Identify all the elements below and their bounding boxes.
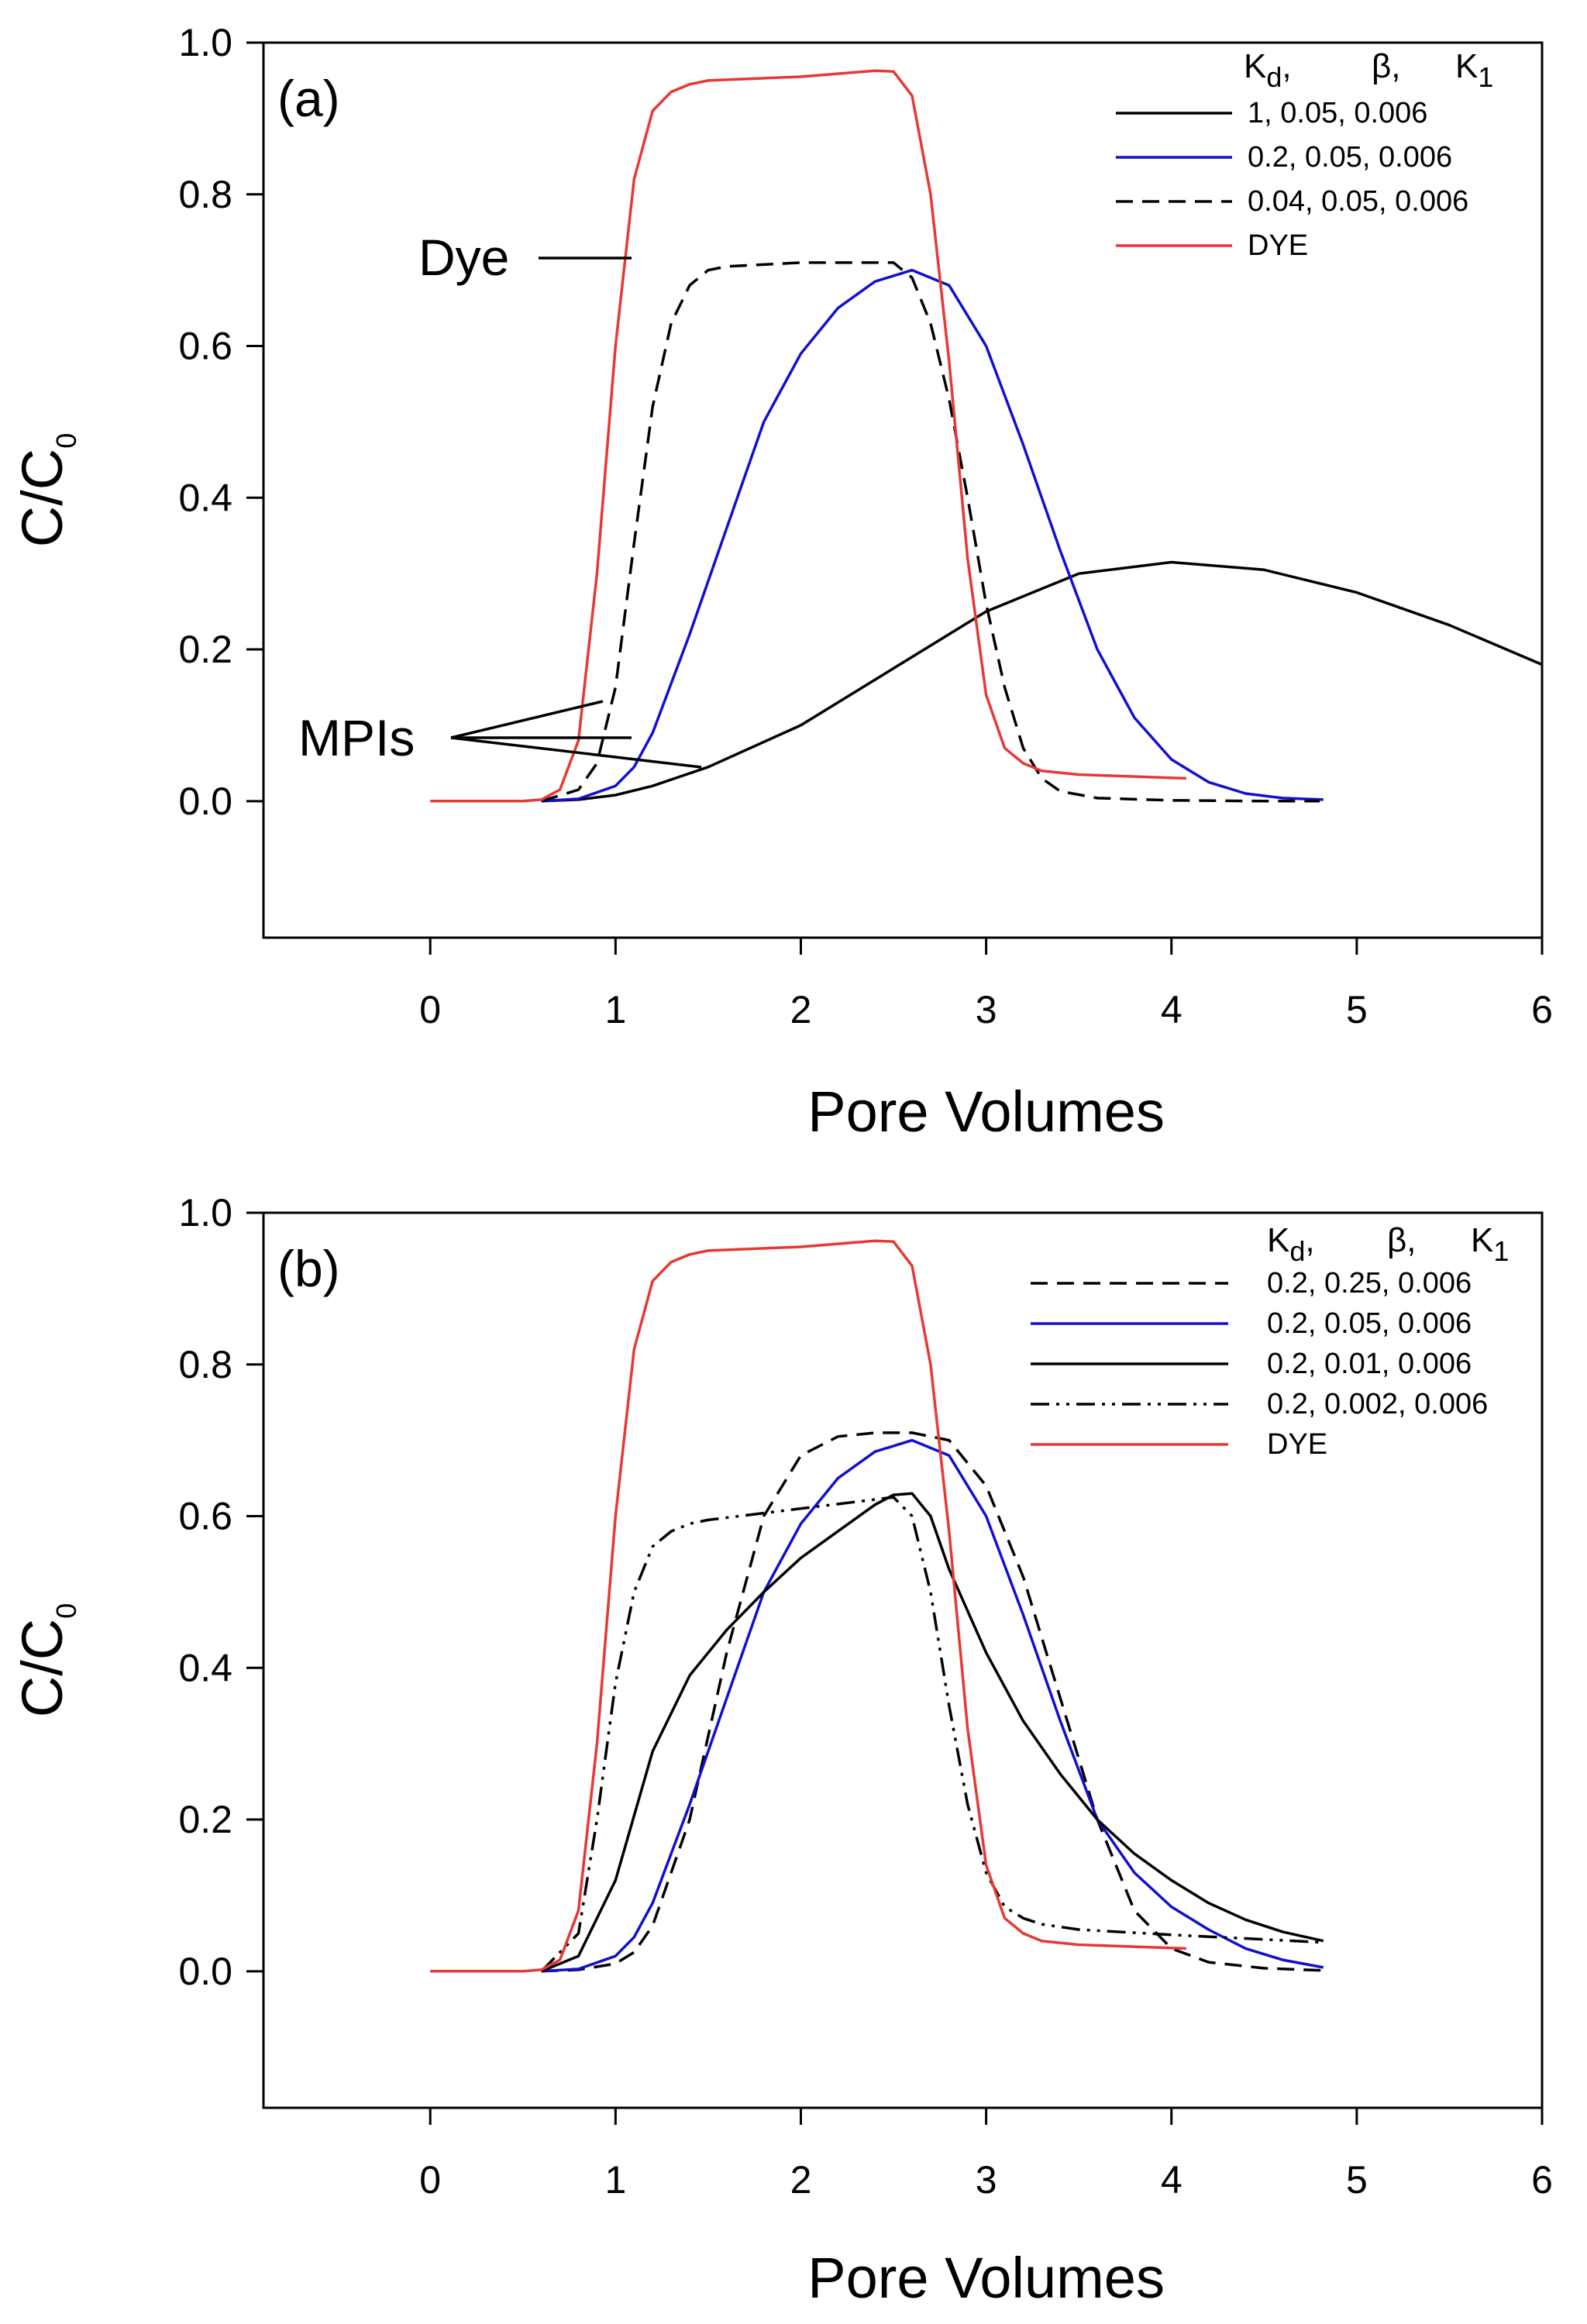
legend-label-0: 1, 0.05, 0.006 <box>1248 97 1427 129</box>
x-tick-label: 5 <box>1346 2158 1368 2202</box>
y-axis-title: C/C0 <box>10 433 82 547</box>
series-line-2 <box>541 261 1320 803</box>
chart-panel-a: 0 1 2 3 4 5 6 0.0 0.2 0.4 0.6 0.8 1.0 Pore Volumes C/C… <box>10 21 1553 1144</box>
y-tick-label: 0.4 <box>178 476 232 519</box>
x-tick-label: 1 <box>604 988 626 1031</box>
legend-label-2: 0.04, 0.05, 0.006 <box>1248 185 1468 218</box>
annotation-mpis: MPIs <box>298 709 415 766</box>
x-tick-label: 4 <box>1161 988 1183 1031</box>
x-tick-label: 1 <box>604 2158 626 2202</box>
series-line-3 <box>430 69 1186 803</box>
legend-header-kd-sub: d <box>1266 61 1282 93</box>
legend-header-kd: Kd, <box>1267 1221 1315 1267</box>
series-line-2 <box>541 1492 1324 1973</box>
y-tick-label: 1.0 <box>178 1191 232 1234</box>
y-axis-title-subscript: 0 <box>50 433 82 449</box>
y-tick-label: 0.0 <box>178 780 232 823</box>
panel-label: (a) <box>277 70 340 127</box>
x-tick-label: 0 <box>419 988 441 1031</box>
annotation-mpis-leader-2 <box>450 736 702 769</box>
series-line-1 <box>541 268 1324 803</box>
legend-header-k1: K1 <box>1471 1221 1509 1267</box>
x-tick-label: 6 <box>1531 2158 1553 2202</box>
legend-header-k1: K1 <box>1455 47 1493 93</box>
legend-label-3: 0.2, 0.002, 0.006 <box>1267 1388 1488 1420</box>
legend-label-4: DYE <box>1267 1428 1327 1461</box>
x-tick-label: 3 <box>976 2158 997 2202</box>
legend-header-kd-comma: , <box>1305 1221 1314 1259</box>
annotation-dye: Dye <box>418 229 509 286</box>
y-axis-title: C/C0 <box>10 1603 82 1717</box>
y-tick-label: 1.0 <box>178 21 232 64</box>
chart-panel-b: 0 1 2 3 4 5 6 0.0 0.2 0.4 0.6 0.8 1.0 Pore Volumes C/C… <box>10 1191 1553 2310</box>
series-line-1 <box>541 1438 1324 1973</box>
legend-header-kd-comma: , <box>1282 47 1291 85</box>
x-tick-label: 5 <box>1346 988 1368 1031</box>
y-axis-title-subscript: 0 <box>50 1603 82 1619</box>
x-axis-title: Pore Volumes <box>807 1079 1165 1144</box>
series-line-3 <box>540 1496 1324 1973</box>
legend-header-kd-sub: d <box>1289 1235 1305 1267</box>
y-tick-label: 0.4 <box>178 1646 232 1689</box>
legend-label-1: 0.2, 0.05, 0.006 <box>1248 141 1452 174</box>
y-tick-label: 0.6 <box>178 325 232 368</box>
y-tick-label: 0.2 <box>178 628 232 671</box>
annotation-mpis-leader-0 <box>450 700 604 739</box>
x-tick-label: 3 <box>976 988 997 1031</box>
x-tick-label: 2 <box>790 2158 812 2202</box>
legend-label-0: 0.2, 0.25, 0.006 <box>1267 1267 1472 1300</box>
legend-label-2: 0.2, 0.01, 0.006 <box>1267 1348 1472 1380</box>
panel-label: (b) <box>277 1240 340 1297</box>
legend-header-k1-sub: 1 <box>1493 1235 1509 1267</box>
legend-header-beta: β, <box>1372 47 1401 85</box>
series-line-0 <box>541 1431 1324 1973</box>
plot-frame <box>262 1211 1544 2109</box>
series-line-4 <box>430 1239 1186 1973</box>
legend-header-beta: β, <box>1387 1221 1417 1259</box>
legend-header-k1-sub: 1 <box>1478 61 1493 93</box>
y-tick-label: 0.8 <box>178 173 232 216</box>
legend-label-3: DYE <box>1248 229 1308 262</box>
x-axis-title: Pore Volumes <box>807 2246 1165 2310</box>
y-tick-label: 0.0 <box>178 1950 232 1993</box>
series-line-0 <box>541 560 1543 803</box>
y-tick-label: 0.6 <box>178 1495 232 1538</box>
x-tick-label: 6 <box>1531 988 1553 1031</box>
x-tick-label: 4 <box>1161 2158 1183 2202</box>
y-tick-label: 0.8 <box>178 1343 232 1386</box>
plot-frame <box>262 41 1544 939</box>
y-tick-label: 0.2 <box>178 1798 232 1841</box>
x-tick-label: 0 <box>419 2158 441 2202</box>
x-tick-label: 2 <box>790 988 812 1031</box>
legend-label-1: 0.2, 0.05, 0.006 <box>1267 1307 1472 1340</box>
legend-header-kd: Kd, <box>1244 47 1292 93</box>
